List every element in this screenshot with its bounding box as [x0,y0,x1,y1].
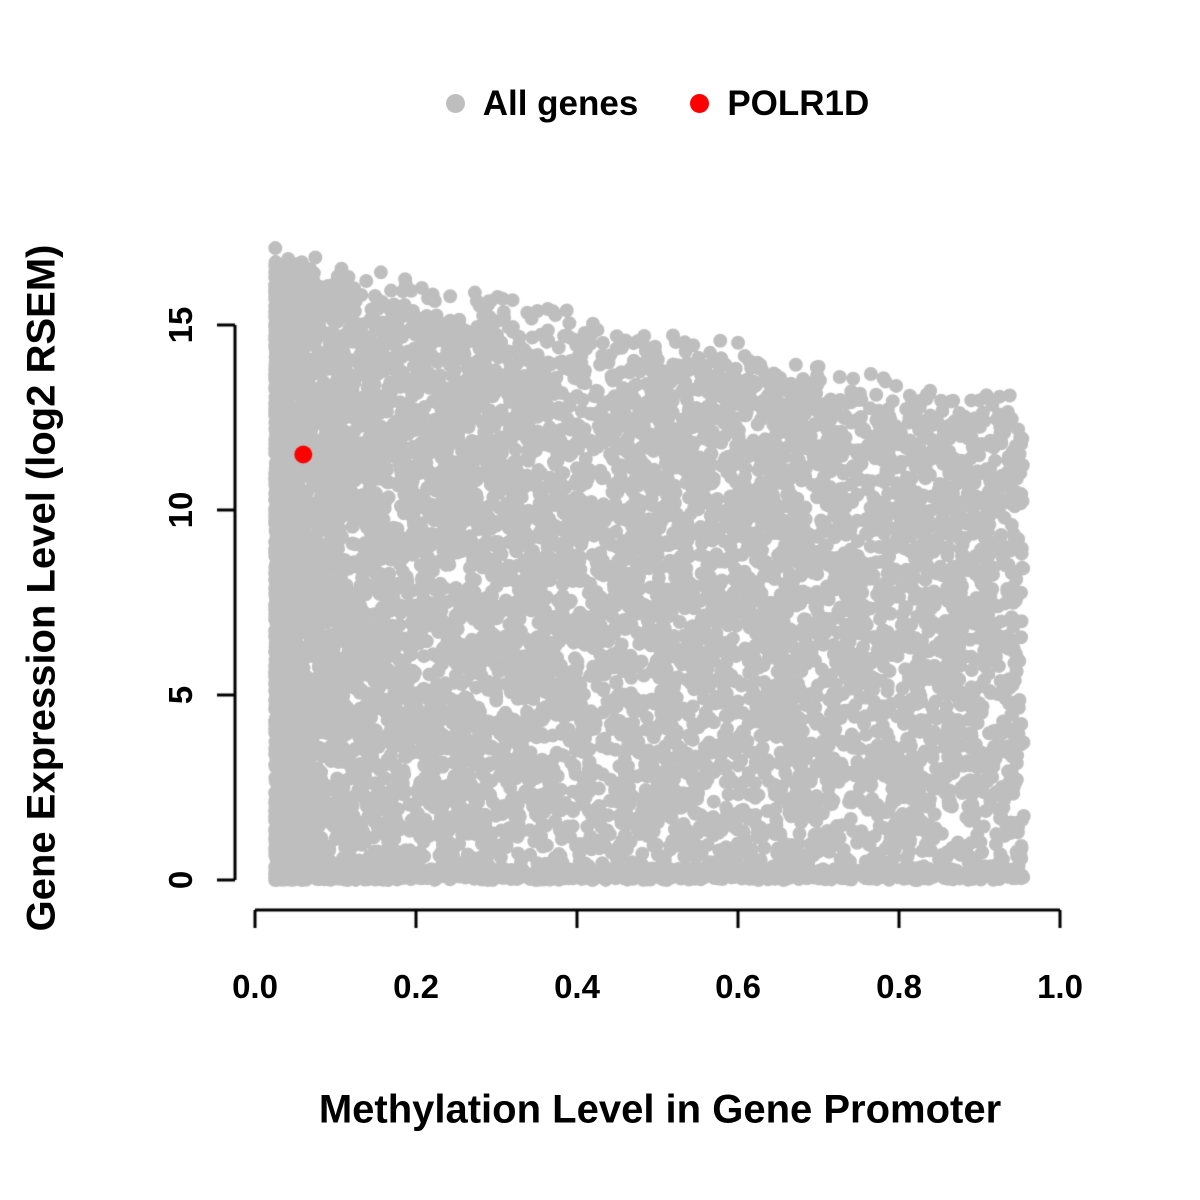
legend-dot-all-genes-icon [445,94,465,113]
x-tick-label: 0.8 [876,968,922,1005]
y-axis-title: Gene Expression Level (log2 RSEM) [19,244,64,932]
legend-dot-polr1d-icon [690,94,710,113]
x-tick-label: 0.6 [715,968,761,1005]
y-tick-label: 0 [162,870,199,890]
x-tick-label: 0.2 [393,968,439,1005]
x-tick-label: 0.4 [554,968,600,1005]
legend-label-all-genes: All genes [482,84,639,123]
legend-item-polr1d: POLR1D [690,86,869,121]
x-tick-label: 1.0 [1037,968,1083,1005]
y-tick-label: 15 [162,306,199,344]
x-tick-label: 0.0 [232,968,278,1005]
legend-item-all-genes: All genes [445,84,639,123]
y-tick-label: 10 [162,491,199,529]
legend: All genes POLR1D [255,86,1060,121]
x-axis-title: Methylation Level in Gene Promoter [318,1087,1002,1132]
legend-label-polr1d: POLR1D [727,84,870,123]
y-tick-label: 5 [162,685,199,705]
